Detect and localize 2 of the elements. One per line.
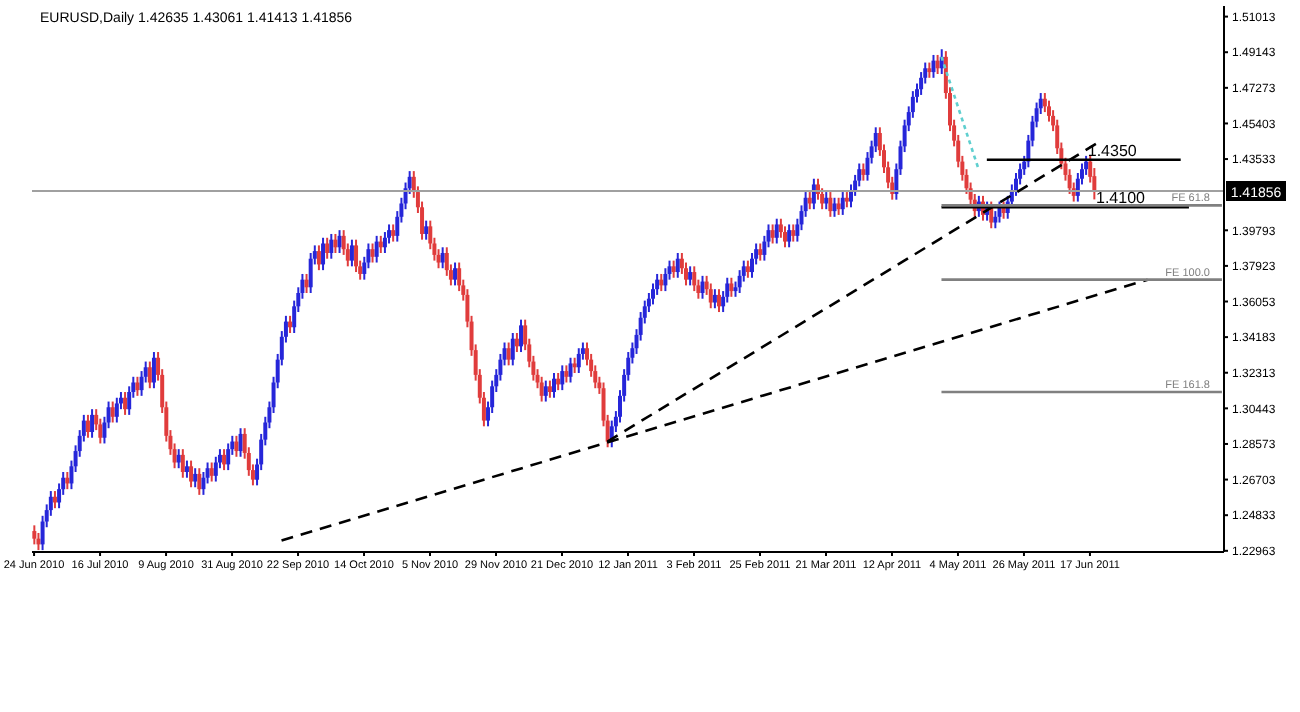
series-label: 1.4350 (1087, 141, 1138, 160)
series-label: 1.4100 (1096, 189, 1147, 208)
